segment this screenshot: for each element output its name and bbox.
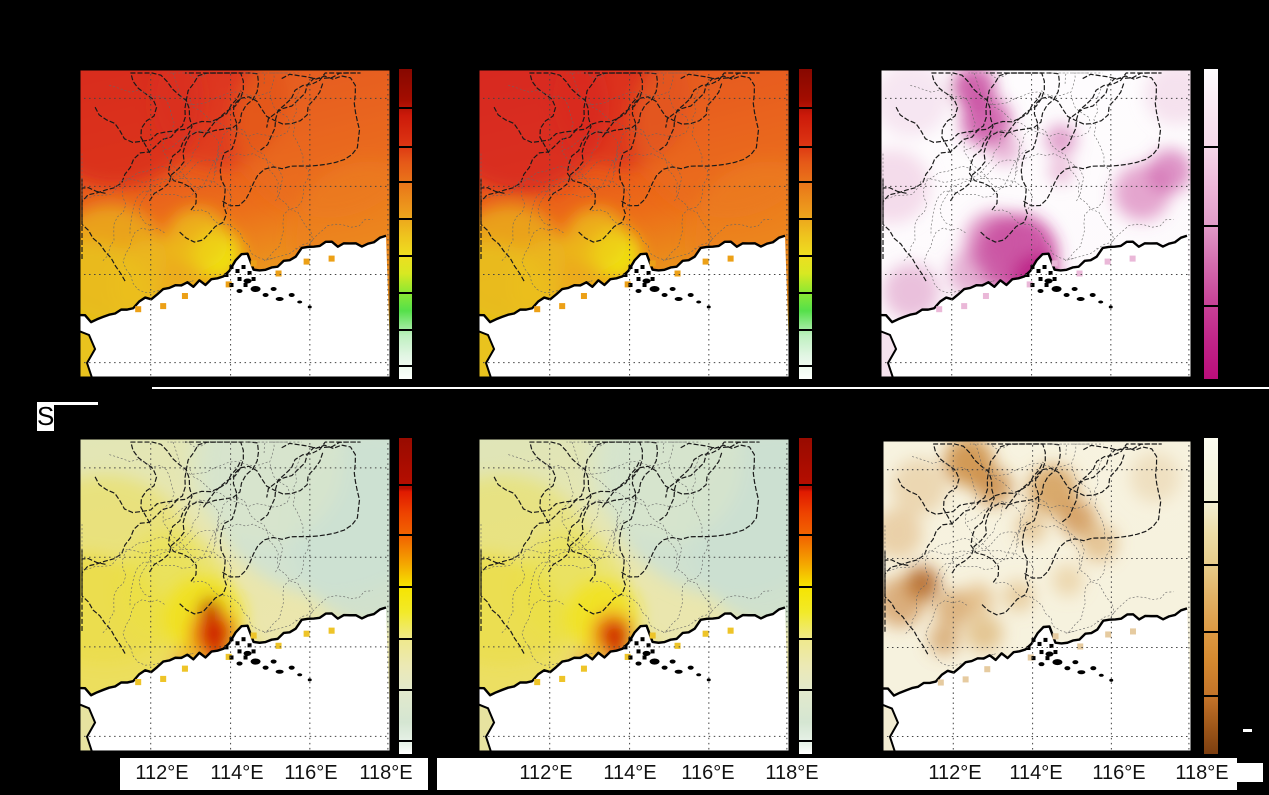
- colorbar-tick: [399, 688, 412, 691]
- small-white-fragment: [1243, 729, 1252, 732]
- colorbar-tick: [399, 181, 412, 184]
- colorbar-tick: [399, 586, 412, 589]
- colorbar-tick: [799, 637, 812, 640]
- colorbar-tick: [799, 106, 812, 109]
- lon-tick-label: 114°E: [210, 762, 264, 784]
- colorbar-tick: [799, 145, 812, 148]
- lon-tick-label: 116°E: [681, 762, 735, 784]
- row-label-underline-fragment: [52, 402, 98, 405]
- colorbar-tick: [399, 218, 412, 221]
- map-panel-top-middle: [478, 69, 790, 378]
- lon-tick-label: 114°E: [603, 762, 657, 784]
- lon-tick-label: 114°E: [1009, 762, 1063, 784]
- colorbar-tick: [1204, 630, 1218, 633]
- colorbar-tick: [399, 364, 412, 367]
- corner-white-fragment: [1237, 763, 1263, 782]
- colorbar-tick: [399, 106, 412, 109]
- colorbar-tick: [1204, 564, 1218, 567]
- lon-tick-label: 116°E: [1092, 762, 1146, 784]
- colorbar-tick: [799, 218, 812, 221]
- colorbar-tick: [799, 254, 812, 257]
- colorbar-tick: [399, 740, 412, 743]
- colorbar-tick: [1204, 145, 1218, 148]
- colorbar-tick: [799, 364, 812, 367]
- colorbar-tick: [1204, 304, 1218, 307]
- map-panel-bottom-right: [882, 440, 1192, 752]
- colorbar-top-middle: [798, 68, 813, 380]
- colorbar-tick: [799, 292, 812, 295]
- axis-strip-divider: [428, 758, 437, 790]
- lon-tick-label: 112°E: [519, 762, 573, 784]
- map-panel-bottom-middle: [478, 438, 790, 752]
- colorbar-tick: [399, 145, 412, 148]
- lon-tick-label: 118°E: [359, 762, 413, 784]
- colorbar-bottom-right: [1203, 437, 1219, 755]
- colorbar-tick: [399, 254, 412, 257]
- colorbar-top-left: [398, 68, 413, 380]
- colorbar-tick: [1204, 501, 1218, 504]
- colorbar-tick: [1204, 224, 1218, 227]
- colorbar-tick: [799, 534, 812, 537]
- lon-tick-label: 118°E: [765, 762, 819, 784]
- colorbar-tick: [799, 586, 812, 589]
- colorbar-tick: [799, 688, 812, 691]
- colorbar-tick: [399, 292, 412, 295]
- map-panel-top-left: [79, 69, 391, 378]
- colorbar-tick: [799, 740, 812, 743]
- colorbar-tick: [399, 483, 412, 486]
- colorbar-tick: [799, 483, 812, 486]
- colorbar-bottom-middle: [798, 437, 813, 755]
- colorbar-tick: [799, 329, 812, 332]
- lon-tick-label: 112°E: [928, 762, 982, 784]
- x-axis-strip-left: 112°E 114°E 116°E 118°E: [120, 758, 428, 790]
- map-panel-bottom-left: [79, 438, 391, 752]
- colorbar-bottom-left: [398, 437, 413, 755]
- lon-tick-label: 112°E: [135, 762, 189, 784]
- colorbar-tick: [399, 637, 412, 640]
- colorbar-tick: [399, 534, 412, 537]
- colorbar-tick: [399, 329, 412, 332]
- row-label-text: S: [37, 401, 55, 431]
- lon-tick-label: 116°E: [284, 762, 338, 784]
- colorbar-tick: [799, 181, 812, 184]
- x-axis-strip-right: 112°E 114°E 116°E 118°E 112°E 114°E 116°E 118°E: [437, 758, 1237, 790]
- map-panel-top-right: [880, 69, 1192, 378]
- row-label-fragment: S: [37, 402, 54, 431]
- row-divider-line: [152, 387, 1269, 389]
- lon-tick-label: 118°E: [1175, 762, 1229, 784]
- colorbar-top-right: [1203, 68, 1219, 380]
- colorbar-tick: [1204, 695, 1218, 698]
